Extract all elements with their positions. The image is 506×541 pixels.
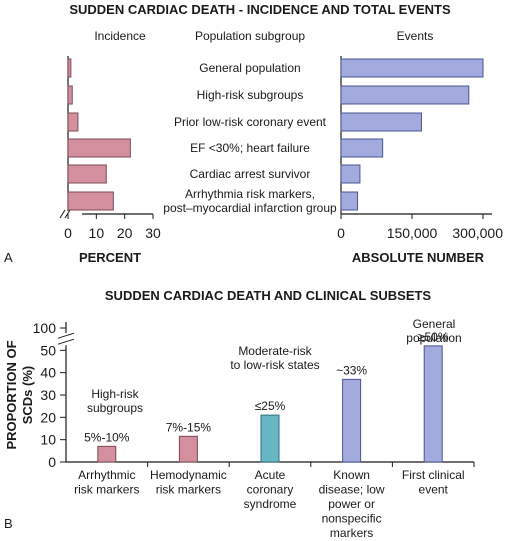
subset-data-label: ≤25% [255, 399, 286, 413]
subset-data-label: 7%-15% [166, 420, 212, 434]
subset-bar [423, 345, 443, 463]
events-bar [340, 85, 470, 105]
events-bar [340, 138, 384, 158]
subset-data-label: ≥50% [418, 330, 449, 344]
incidence-plot: 0 10 20 30 [58, 56, 161, 241]
subset-data-label: 5%-10% [84, 430, 130, 444]
absolute-number-axis-title: ABSOLUTE NUMBER [352, 250, 485, 265]
proportion-axis-break-gap [62, 333, 70, 346]
incidence-tick-label: 10 [89, 225, 105, 241]
proportion-axis-title: PROPORTION OF [4, 340, 19, 449]
subset-category-label: Arrhythmic [78, 468, 135, 482]
subgroup-label: EF <30%; heart failure [190, 141, 310, 155]
subset-category-label: disease; low [319, 483, 385, 497]
incidence-bar [67, 58, 72, 78]
risk-group-label: subgroups [87, 401, 143, 415]
incidence-bar [67, 138, 131, 158]
subset-category-label: risk markers [74, 483, 139, 497]
subgroup-label: High-risk subgroups [197, 88, 304, 102]
subset-category-label: markers [330, 526, 373, 540]
incidence-bar [67, 85, 73, 105]
incidence-tick-label: 0 [64, 225, 72, 241]
events-tick-label: 150,000 [387, 225, 438, 241]
panel-b: SUDDEN CARDIAC DEATH AND CLINICAL SUBSET… [4, 288, 475, 540]
incidence-bar [67, 164, 107, 184]
panel-b-title: SUDDEN CARDIAC DEATH AND CLINICAL SUBSET… [105, 288, 432, 303]
events-bar [340, 191, 359, 211]
proportion-tick-label: 10 [40, 432, 56, 448]
subset-category-label: Known [333, 468, 370, 482]
proportion-tick-label: 30 [40, 387, 56, 403]
events-plot: 0 150,000 300,000 [337, 56, 503, 241]
incidence-header: Incidence [94, 29, 146, 43]
subset-category-label: power or [328, 497, 375, 511]
panel-a: SUDDEN CARDIAC DEATH - INCIDENCE AND TOT… [4, 2, 503, 265]
risk-group-label: Moderate-risk [238, 344, 312, 358]
subgroup-label: General population [199, 61, 300, 75]
subset-category-label: event [419, 483, 449, 497]
incidence-bar [67, 191, 114, 211]
incidence-tick-label: 20 [117, 225, 133, 241]
subgroup-header: Population subgroup [195, 29, 305, 43]
percent-axis-title: PERCENT [79, 250, 141, 265]
risk-group-label: General [413, 317, 456, 331]
events-tick-label: 0 [337, 225, 345, 241]
events-header: Events [397, 29, 434, 43]
subgroup-label: Arrhythmia risk markers, [185, 187, 315, 201]
subgroup-label: post–myocardial infarction group [163, 201, 337, 215]
subset-category-label: First clinical [402, 468, 465, 482]
proportion-tick-label: 40 [40, 365, 56, 381]
subset-category-label: syndrome [244, 497, 297, 511]
panel-b-label: B [4, 516, 13, 531]
proportion-axis-break-mark [57, 332, 75, 345]
panel-a-title: SUDDEN CARDIAC DEATH - INCIDENCE AND TOT… [69, 2, 451, 17]
proportion-tick-label: 50 [40, 342, 56, 358]
proportion-tick-label: 0 [48, 454, 56, 470]
subset-category-label: coronary [247, 483, 294, 497]
subgroup-labels: General population High-risk subgroups Pri… [163, 61, 337, 215]
risk-group-label: to low-risk states [230, 358, 319, 372]
events-bar [340, 164, 361, 184]
subset-bar [178, 435, 198, 463]
proportion-tick-label: 20 [40, 409, 56, 425]
subgroup-label: Prior low-risk coronary event [174, 115, 327, 129]
risk-group-label: population [406, 331, 461, 345]
subset-data-label: ~33% [336, 363, 367, 377]
subset-bar [342, 378, 362, 463]
incidence-axis-break-gap [58, 211, 82, 217]
panel-a-label: A [4, 250, 13, 265]
events-bar [340, 58, 484, 78]
risk-group-label: High-risk [91, 387, 139, 401]
subset-bar [97, 445, 117, 463]
subset-category-label: risk markers [156, 483, 221, 497]
proportion-tick-label: 100 [33, 320, 57, 336]
events-tick-label: 300,000 [452, 225, 503, 241]
proportion-axis-title: SCDs (%) [20, 366, 35, 425]
subset-bar [260, 414, 280, 463]
subset-category-label: Acute [255, 468, 286, 482]
incidence-tick-label: 30 [145, 225, 161, 241]
subgroup-label: Cardiac arrest survivor [190, 167, 311, 181]
events-bar [340, 112, 422, 132]
subset-category-label: nonspecific [322, 512, 382, 526]
clinical-subsets-plot: 0 10 20 30 40 50 100 PROPORTION OF SCDs (%) 5%-10… [4, 317, 475, 540]
subset-category-label: Hemodynamic [150, 468, 227, 482]
incidence-bar [67, 112, 79, 132]
